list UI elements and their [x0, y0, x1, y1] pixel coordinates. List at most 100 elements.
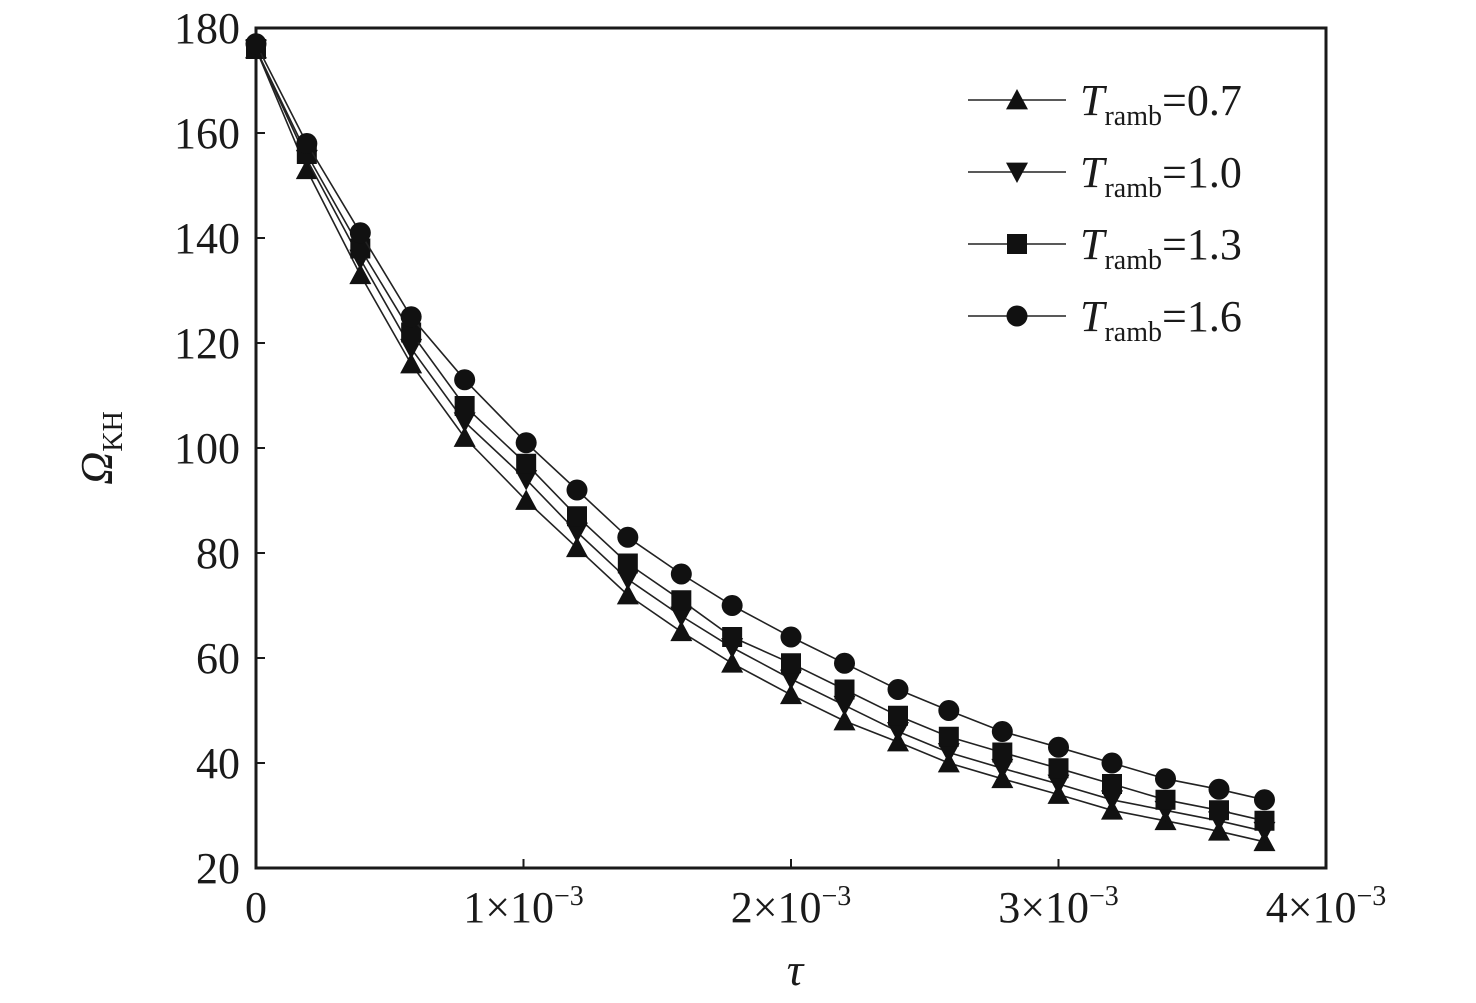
y-axis-title: ΩKH [71, 411, 129, 485]
data-point [1048, 736, 1069, 758]
data-point [1102, 774, 1122, 794]
data-point [938, 700, 960, 721]
data-point [1047, 774, 1070, 795]
y-tick-label: 60 [196, 634, 240, 683]
data-point [722, 627, 743, 647]
y-tick-label: 100 [174, 424, 240, 473]
data-point [1155, 768, 1176, 790]
series-circle [245, 33, 1275, 811]
series-line [255, 43, 1265, 801]
data-point [454, 369, 476, 391]
data-point [350, 238, 371, 259]
y-tick-label: 120 [174, 319, 240, 368]
x-tick-label: 0 [245, 883, 267, 932]
data-point [617, 553, 638, 574]
data-point [1208, 778, 1230, 800]
axes [254, 26, 1328, 870]
data-point [516, 453, 537, 474]
data-point [453, 412, 476, 433]
data-point [1254, 810, 1275, 831]
data-point [671, 590, 692, 611]
data-point [670, 606, 693, 627]
data-point [453, 426, 476, 447]
x-tick-label: 4×10−3 [1266, 881, 1387, 932]
series-line [255, 48, 1265, 833]
data-point [780, 683, 802, 705]
y-tick-label: 160 [174, 109, 240, 158]
legend-entry: Tramb=1.0 [968, 148, 1242, 204]
data-point [401, 322, 422, 343]
legend-marker [1006, 162, 1028, 183]
x-axis-title: τ [787, 944, 805, 995]
data-point [833, 695, 856, 717]
y-tick-label: 180 [174, 4, 240, 53]
data-point [834, 679, 855, 700]
data-point [400, 306, 422, 328]
legend-label: Tramb=1.3 [1080, 220, 1242, 276]
series-square [246, 39, 1275, 831]
data-point [780, 626, 802, 648]
data-point [833, 710, 856, 731]
legend-marker [1006, 305, 1028, 327]
data-point [992, 742, 1013, 763]
data-point [349, 263, 372, 285]
data-point [400, 338, 423, 360]
data-point [670, 620, 693, 642]
data-point [670, 563, 692, 585]
axis-titles: τ ΩKH [71, 411, 805, 995]
data-point [617, 526, 639, 548]
data-point [566, 536, 588, 558]
data-point [780, 669, 802, 690]
data-point [937, 743, 960, 764]
data-point [887, 679, 909, 700]
x-tick-label: 3×10−3 [998, 881, 1119, 932]
data-point [245, 33, 267, 55]
data-point [1101, 790, 1123, 811]
data-point [887, 722, 909, 743]
legend: Tramb=0.7 Tramb=1.0 Tramb=1.3 Tramb=1.6 [968, 76, 1242, 348]
legend-label: Tramb=1.6 [1080, 292, 1242, 348]
data-point [1253, 789, 1275, 811]
y-tick-label: 40 [196, 739, 240, 788]
x-tick-label: 1×10−3 [463, 881, 584, 932]
y-tick-label: 80 [196, 529, 240, 578]
data-point [616, 569, 639, 591]
data-point [781, 653, 801, 674]
y-tick-label: 20 [196, 844, 240, 893]
data-point [888, 705, 908, 726]
series-triangle-up [245, 38, 1276, 852]
data-point [1155, 789, 1176, 810]
series-line [255, 48, 1265, 843]
tick-labels: 20 40 60 80 100 120 140 160 180 0 1×10−3 2×10−3 3×10… [174, 4, 1386, 932]
legend-marker [1007, 234, 1027, 254]
data-point [296, 133, 318, 154]
data-point [566, 522, 588, 543]
data-point [991, 758, 1014, 780]
legend-entry: Tramb=1.3 [968, 220, 1242, 276]
data-point [349, 222, 371, 244]
series-triangle-down [245, 39, 1276, 843]
data-point [938, 726, 959, 747]
data-point [1209, 800, 1229, 821]
data-point [400, 353, 423, 374]
data-point [515, 489, 538, 510]
data-point [515, 470, 538, 491]
data-point [834, 652, 855, 674]
series-layer [245, 33, 1276, 852]
x-tick-label: 2×10−3 [731, 881, 852, 932]
legend-entry: Tramb=0.7 [968, 76, 1242, 132]
data-point [566, 479, 588, 501]
series-line [255, 48, 1265, 822]
data-point [991, 721, 1013, 742]
y-tick-label: 140 [174, 214, 240, 263]
data-point [1048, 758, 1069, 779]
legend-label: Tramb=0.7 [1080, 76, 1242, 132]
data-point [1101, 752, 1123, 774]
data-point [721, 595, 743, 616]
data-point [454, 396, 475, 416]
data-point [721, 652, 744, 673]
data-point [616, 584, 639, 605]
data-point [515, 432, 537, 454]
data-point [567, 506, 587, 527]
